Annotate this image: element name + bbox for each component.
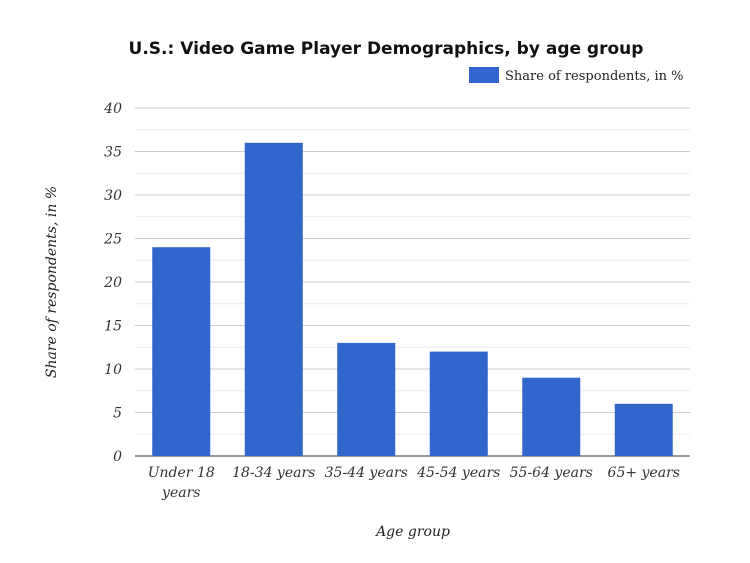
bar[interactable] [244, 142, 303, 457]
y-tick-label: 15 [104, 319, 122, 335]
y-tick-label: 35 [104, 145, 122, 161]
x-axis-label: Age group [374, 524, 450, 540]
x-tick-label: Under 18 years [148, 465, 215, 501]
x-tick-label: 35-44 years [325, 465, 408, 481]
y-tick-label: 25 [103, 232, 122, 248]
x-tick-label: 55-64 years [510, 465, 593, 481]
y-tick-label: 20 [103, 275, 122, 291]
bar[interactable] [522, 377, 581, 456]
bar[interactable] [337, 342, 396, 456]
y-axis-label: Share of respondents, in % [44, 186, 60, 378]
legend: Share of respondents, in % [469, 67, 684, 84]
legend-swatch [469, 67, 499, 83]
y-tick-label: 30 [104, 188, 122, 204]
x-tick-label: 18-34 years [232, 465, 315, 481]
y-tick-label: 40 [103, 101, 122, 117]
chart-title: U.S.: Video Game Player Demographics, by… [129, 39, 644, 59]
y-tick-label: 5 [113, 406, 122, 422]
y-tick-label: 0 [113, 449, 122, 465]
x-tick-label: 45-54 years [416, 465, 500, 481]
legend-label: Share of respondents, in % [505, 69, 684, 84]
bar[interactable] [429, 351, 488, 456]
x-tick-label: 65+ years [608, 465, 680, 481]
bar[interactable] [152, 247, 211, 456]
bar[interactable] [614, 403, 673, 456]
y-tick-label: 10 [104, 362, 122, 378]
